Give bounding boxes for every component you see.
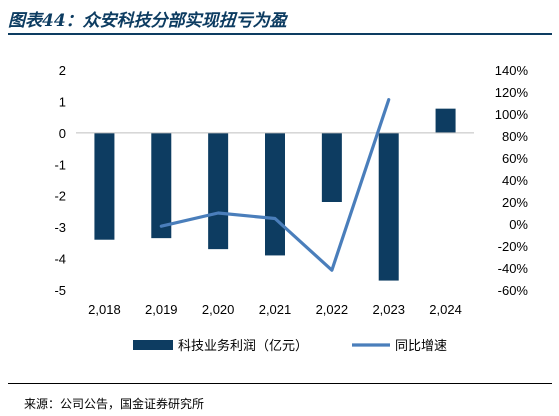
left-tick-label-2: 0 [59, 126, 66, 141]
right-tick-label-9: -40% [498, 261, 529, 276]
chart-title: 图表44：众安科技分部实现扭亏为盈 [8, 11, 287, 31]
category-label-5: 2,023 [372, 302, 405, 317]
bar-1 [151, 132, 172, 239]
category-label-2: 2,020 [202, 302, 235, 317]
bar-0 [94, 132, 115, 240]
left-tick-label-1: 1 [59, 94, 66, 109]
category-label-1: 2,019 [145, 302, 178, 317]
axis-labels-layer: 2 1 0 -1 -2 -3 -4 -5 140% 120% 100% 80% 60% 40% 20% 0% -… [54, 63, 528, 317]
legend-label-bar: 科技业务利润（亿元） [178, 338, 308, 353]
source-note: 来源：公司公告，国金证券研究所 [24, 397, 205, 411]
left-tick-label-6: -4 [54, 252, 66, 267]
left-tick-label-5: -3 [54, 220, 66, 235]
bar-6 [435, 108, 456, 133]
left-tick-label-3: -1 [54, 157, 66, 172]
left-tick-label-7: -5 [54, 283, 66, 298]
bar-2 [208, 132, 229, 250]
right-tick-label-5: 40% [502, 173, 528, 188]
right-tick-label-7: 0% [509, 217, 528, 232]
category-label-3: 2,021 [259, 302, 292, 317]
legend-swatch-bar [133, 340, 173, 350]
category-label-0: 2,018 [88, 302, 121, 317]
chart: 2 1 0 -1 -2 -3 -4 -5 140% 120% 100% 80% 60% 40% 20% 0% -… [54, 63, 528, 353]
right-tick-label-10: -60% [498, 283, 529, 298]
right-tick-label-2: 100% [495, 107, 529, 122]
category-label-6: 2,024 [429, 302, 462, 317]
left-tick-label-0: 2 [59, 63, 66, 78]
left-tick-label-4: -2 [54, 189, 66, 204]
right-tick-label-6: 20% [502, 195, 528, 210]
category-label-4: 2,022 [316, 302, 349, 317]
right-tick-label-4: 60% [502, 151, 528, 166]
right-tick-label-8: -20% [498, 239, 529, 254]
growth-line-layer [159, 98, 391, 272]
right-tick-label-1: 120% [495, 85, 529, 100]
bar-4 [321, 132, 342, 202]
title-divider [8, 33, 552, 35]
right-tick-label-0: 140% [495, 63, 529, 78]
legend: 科技业务利润（亿元） 同比增速 [133, 338, 447, 353]
footer-divider [8, 383, 552, 384]
bar-5 [378, 132, 399, 281]
right-tick-label-3: 80% [502, 129, 528, 144]
bars-layer [94, 108, 456, 281]
bar-3 [265, 132, 285, 256]
legend-label-line: 同比增速 [395, 338, 447, 353]
